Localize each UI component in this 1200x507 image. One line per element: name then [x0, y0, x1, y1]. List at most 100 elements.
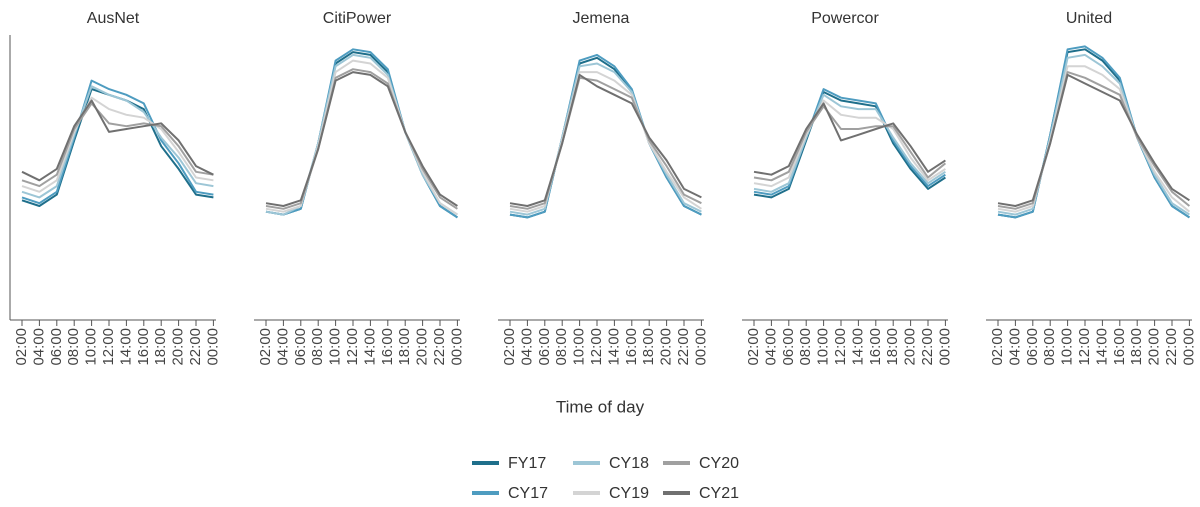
x-tick-label: 14:00 — [849, 328, 866, 366]
x-tick-label: 12:00 — [832, 328, 849, 366]
legend-label: CY21 — [699, 485, 739, 502]
series-line — [509, 76, 702, 210]
x-tick-label: 18:00 — [152, 328, 169, 366]
x-tick-label: 06:00 — [780, 328, 797, 366]
panel-title: CitiPower — [323, 10, 392, 27]
series-line — [753, 88, 946, 196]
series-line — [753, 105, 947, 182]
series-line — [997, 73, 1190, 207]
x-tick-label: 20:00 — [170, 328, 187, 366]
series-line — [21, 79, 214, 205]
x-tick-label: 08:00 — [1041, 328, 1058, 366]
x-tick-label: 16:00 — [379, 328, 396, 366]
series-line — [265, 51, 458, 219]
series-line — [21, 99, 214, 182]
series-line — [21, 96, 214, 193]
series-line — [753, 91, 946, 199]
series-line — [21, 88, 214, 207]
x-tick-label: 20:00 — [902, 328, 919, 366]
x-tick-label: 00:00 — [936, 328, 953, 366]
series-line — [753, 93, 946, 193]
series-line — [997, 45, 1190, 219]
series-line — [509, 73, 702, 207]
x-tick-label: 16:00 — [867, 328, 884, 366]
series-line — [509, 53, 702, 219]
x-tick-label: 08:00 — [65, 328, 82, 366]
x-tick-label: 22:00 — [431, 328, 448, 366]
x-tick-label: 06:00 — [536, 328, 553, 366]
x-tick-label: 12:00 — [344, 328, 361, 366]
legend-label: CY18 — [609, 455, 649, 472]
x-tick-label: 22:00 — [1163, 328, 1180, 366]
x-tick-label: 10:00 — [327, 328, 344, 366]
x-tick-label: 06:00 — [1024, 328, 1041, 366]
x-tick-label: 00:00 — [448, 328, 465, 366]
x-tick-label: 16:00 — [1111, 328, 1128, 366]
x-tick-label: 04:00 — [762, 328, 779, 366]
x-tick-label: 02:00 — [257, 328, 274, 366]
x-tick-label: 14:00 — [117, 328, 134, 366]
x-tick-label: 10:00 — [1059, 328, 1076, 366]
x-tick-label: 10:00 — [815, 328, 832, 366]
x-tick-label: 00:00 — [692, 328, 709, 366]
x-tick-label: 20:00 — [1146, 328, 1163, 366]
x-tick-label: 06:00 — [48, 328, 65, 366]
series-line — [265, 71, 458, 207]
x-tick-label: 02:00 — [501, 328, 518, 366]
x-tick-label: 06:00 — [292, 328, 309, 366]
x-tick-label: 10:00 — [571, 328, 588, 366]
panel-title: AusNet — [87, 10, 140, 27]
x-tick-label: 08:00 — [309, 328, 326, 366]
series-line — [265, 59, 458, 216]
x-tick-label: 04:00 — [518, 328, 535, 366]
panel-title: Jemena — [573, 10, 630, 27]
x-tick-label: 04:00 — [30, 328, 47, 366]
x-tick-label: 16:00 — [623, 328, 640, 366]
series-line — [753, 99, 946, 188]
series-line — [997, 53, 1190, 216]
x-tick-label: 04:00 — [1006, 328, 1023, 366]
x-tick-label: 14:00 — [361, 328, 378, 366]
x-tick-label: 04:00 — [274, 328, 291, 366]
x-tick-label: 18:00 — [884, 328, 901, 366]
series-line — [509, 62, 702, 216]
x-tick-label: 10:00 — [83, 328, 100, 366]
x-tick-label: 12:00 — [100, 328, 117, 366]
x-tick-label: 08:00 — [797, 328, 814, 366]
x-tick-label: 02:00 — [989, 328, 1006, 366]
x-tick-label: 14:00 — [605, 328, 622, 366]
x-tick-label: 00:00 — [204, 328, 221, 366]
series-line — [509, 56, 702, 219]
legend-label: CY19 — [609, 485, 649, 502]
legend-label: CY17 — [508, 485, 548, 502]
x-tick-label: 16:00 — [135, 328, 152, 366]
x-tick-label: 12:00 — [1076, 328, 1093, 366]
x-axis-title: Time of day — [556, 397, 645, 416]
series-line — [997, 71, 1191, 210]
x-tick-label: 18:00 — [396, 328, 413, 366]
x-tick-label: 22:00 — [675, 328, 692, 366]
series-line — [509, 71, 702, 213]
x-tick-label: 22:00 — [187, 328, 204, 366]
x-tick-label: 18:00 — [640, 328, 657, 366]
series-line — [753, 102, 946, 176]
panel-title: United — [1066, 10, 1112, 27]
x-tick-label: 20:00 — [658, 328, 675, 366]
legend-label: FY17 — [508, 455, 546, 472]
x-tick-label: 20:00 — [414, 328, 431, 366]
x-tick-label: 14:00 — [1093, 328, 1110, 366]
x-tick-label: 02:00 — [13, 328, 30, 366]
x-tick-label: 02:00 — [745, 328, 762, 366]
series-line — [265, 53, 458, 216]
legend-label: CY20 — [699, 455, 739, 472]
x-tick-label: 08:00 — [553, 328, 570, 366]
x-tick-label: 22:00 — [919, 328, 936, 366]
x-tick-label: 00:00 — [1180, 328, 1197, 366]
series-line — [997, 48, 1190, 219]
series-line — [21, 102, 214, 188]
x-tick-label: 18:00 — [1128, 328, 1145, 366]
series-line — [265, 48, 458, 219]
series-line — [997, 65, 1191, 213]
panel-title: Powercor — [811, 10, 879, 27]
